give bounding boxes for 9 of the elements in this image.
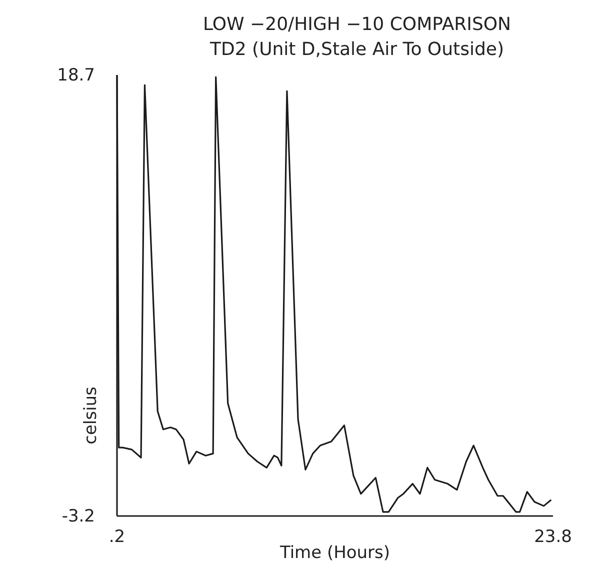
chart-subtitle: TD2 (Unit D,Stale Air To Outside) (209, 39, 504, 60)
y-tick-label: 18.7 (57, 65, 95, 86)
chart-title: LOW −20/HIGH −10 COMPARISON (202, 14, 512, 35)
x-tick-label: .2 (108, 527, 126, 548)
line-series (116, 74, 552, 513)
y-axis-title: celsius (81, 386, 101, 444)
x-tick-label: 23.8 (534, 527, 572, 548)
x-axis-title: Time (Hours) (278, 543, 390, 563)
y-tick-label: -3.2 (62, 506, 95, 526)
